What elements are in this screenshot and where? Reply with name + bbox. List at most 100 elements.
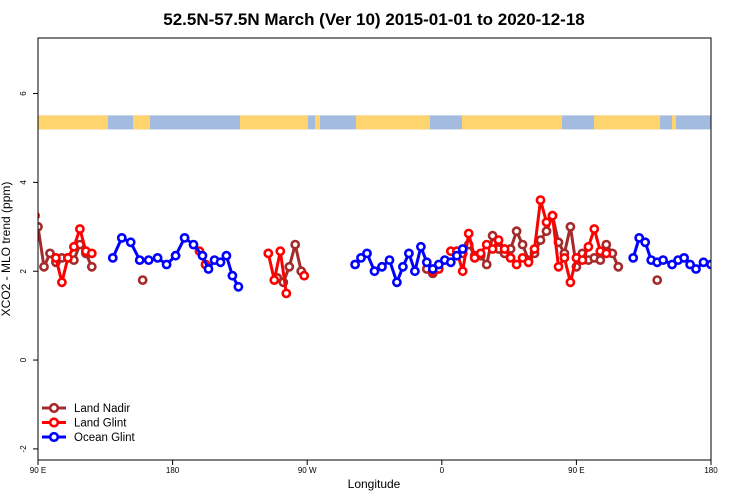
data-point [403,248,414,259]
data-point [179,232,190,243]
data-point [134,255,145,265]
data-point [415,241,426,252]
data-point [553,261,564,272]
land-band [315,115,320,130]
data-point [143,255,154,265]
y-tick-label: 2 [19,268,28,273]
data-point [493,235,504,245]
data-point [188,239,199,250]
series-land-nadir [38,210,663,288]
data-point [263,248,274,259]
x-tick-label: 180 [166,466,180,475]
data-point [517,239,528,250]
data-point [559,252,570,263]
data-point [541,217,552,228]
data-point [299,270,310,281]
y-tick-label: 4 [19,180,28,185]
series-line [266,249,288,294]
data-point [107,252,118,263]
data-point [391,277,402,288]
data-point [384,255,395,265]
y-tick-label: -2 [19,445,28,453]
data-point [39,261,49,272]
data-point [541,226,552,237]
x-tick-label: 90 E [30,466,46,475]
x-axis: 90 E 180 90 W 0 90 E 180 [30,460,718,475]
data-point [197,250,208,261]
data-point [577,255,588,265]
x-axis-label: Longitude [348,477,401,491]
data-point [75,224,85,234]
legend-swatch-marker [48,402,60,414]
land-band [672,115,676,130]
data-point [583,241,594,252]
data-point [481,259,492,270]
y-axis-label: XCO2 - MLO trend (ppm) [0,182,13,317]
data-point [469,252,480,263]
data-point [275,246,286,257]
data-point [397,261,408,272]
land-band [356,115,430,130]
data-point [45,248,55,259]
data-point [505,252,516,263]
legend-swatch-marker [48,431,60,443]
legend-label: Ocean Glint [74,432,136,444]
data-point [634,232,645,243]
data-point [281,288,292,299]
data-point [601,239,612,250]
data-point [589,224,600,234]
data-point [290,239,301,250]
data-point [284,261,295,272]
data-point [125,237,136,248]
data-point [421,257,432,268]
data-point [221,250,232,261]
data-point [269,275,280,285]
data-point [565,221,576,232]
data-point [433,259,444,270]
data-point [511,259,522,270]
data-point [63,252,73,263]
legend: Land Nadir Land Glint Ocean Glint [42,402,136,444]
data-point [511,226,522,237]
y-axis: -2 0 2 4 6 [19,91,38,453]
land-band [462,115,562,130]
legend-item: Land Glint [42,417,127,430]
land-band [38,115,108,130]
data-point [565,277,576,288]
data-point [475,248,486,259]
data-point [499,244,510,254]
legend-label: Land Nadir [74,403,130,415]
data-point [350,259,360,270]
land-band [240,115,308,130]
data-point [57,277,67,288]
data-point [652,275,663,285]
y-tick-label: 6 [19,91,28,96]
data-point [628,252,639,263]
data-point [547,210,558,221]
data-point [679,252,689,263]
chart-title: 52.5N-57.5N March (Ver 10) 2015-01-01 to… [163,10,584,29]
data-point [203,264,214,274]
data-point [601,248,612,259]
data-point [667,259,677,270]
data-point [463,228,474,239]
data-point [227,270,238,281]
x-tick-label: 180 [704,466,718,475]
data-point [698,257,709,268]
data-point [377,261,387,272]
legend-label: Land Glint [74,418,127,430]
data-point [457,244,468,254]
series-layer [38,195,711,299]
data-point [409,266,420,277]
data-point [116,232,127,243]
data-point [137,275,148,285]
data-point [86,248,97,259]
x-tick-label: 90 W [298,466,317,475]
data-point [613,261,624,272]
data-point [457,266,468,277]
data-point [706,259,711,270]
legend-item: Land Nadir [42,402,130,415]
data-point [215,257,226,268]
land-band [133,115,150,130]
